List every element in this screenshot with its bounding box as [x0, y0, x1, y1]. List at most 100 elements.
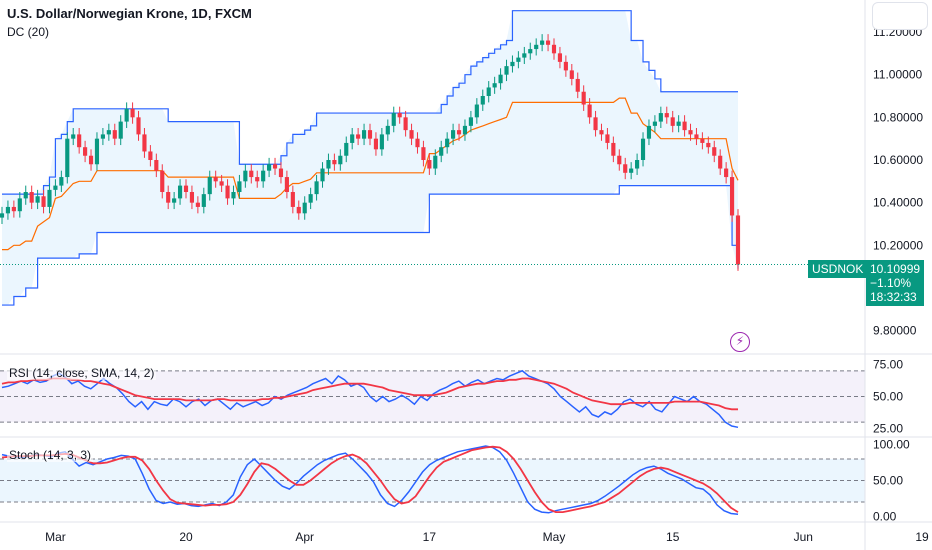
candle: [41, 196, 46, 207]
price-tick-label: 9.80000: [873, 324, 917, 338]
date-tick-label: May: [543, 530, 566, 544]
ticker-symbol: USDNOK: [812, 262, 864, 276]
candle: [415, 138, 420, 148]
candle: [290, 192, 295, 207]
candle: [172, 198, 177, 203]
price-tick-label: 10.20000: [873, 238, 923, 252]
candle: [700, 138, 705, 143]
candle: [136, 117, 141, 135]
candle: [77, 134, 82, 148]
candle: [510, 61, 515, 67]
candle: [237, 181, 242, 192]
candle: [47, 189, 52, 207]
stoch-tick-label: 0.00: [873, 509, 897, 523]
candle: [646, 125, 652, 139]
candle: [712, 147, 717, 156]
candle: [5, 206, 11, 214]
chart-title-block: U.S. Dollar/Norwegian Krone, 1D, FXCM DC…: [7, 6, 252, 40]
candle: [166, 192, 171, 203]
candle: [183, 185, 189, 192]
candle: [53, 185, 58, 190]
candle: [397, 113, 402, 118]
candle: [724, 168, 729, 178]
candle: [551, 44, 557, 54]
candle: [344, 142, 349, 156]
candle: [160, 170, 165, 192]
candle: [652, 121, 657, 126]
bar-countdown: 18:32:33: [870, 290, 917, 304]
candle: [225, 185, 230, 199]
candle: [433, 155, 438, 169]
candle: [522, 53, 527, 58]
price-tick-label: 10.80000: [873, 110, 923, 124]
candle: [219, 181, 224, 186]
date-tick-label: Mar: [45, 530, 66, 544]
candle: [207, 177, 212, 195]
candle: [409, 130, 414, 139]
candle: [272, 164, 278, 169]
candle: [142, 134, 147, 152]
chart-title: U.S. Dollar/Norwegian Krone, 1D, FXCM: [7, 6, 252, 21]
candle: [617, 155, 622, 165]
candle: [403, 117, 408, 131]
candle: [545, 40, 551, 45]
date-tick-label: 20: [179, 530, 193, 544]
candle: [682, 121, 687, 131]
chart-settings-button[interactable]: [872, 2, 928, 30]
candle: [302, 202, 307, 214]
candle: [385, 125, 390, 135]
stoch-tick-label: 100.00: [873, 438, 910, 452]
candle: [267, 164, 272, 171]
candle: [593, 117, 598, 131]
candle: [314, 181, 319, 195]
candle: [17, 198, 22, 212]
candle: [587, 104, 592, 118]
date-tick-label: 19: [915, 530, 929, 544]
candle: [100, 134, 105, 139]
candle: [676, 121, 681, 126]
candle: [468, 117, 473, 126]
candle: [65, 138, 70, 178]
candle: [706, 142, 711, 148]
candle: [35, 196, 40, 203]
stoch-d-line: [1, 445, 739, 513]
donchian-lower-line: [2, 185, 739, 306]
candle: [718, 155, 723, 169]
candle: [575, 78, 580, 92]
candle: [71, 134, 76, 139]
candle: [154, 160, 159, 171]
candle: [23, 192, 28, 199]
last-price: 10.10999: [870, 262, 921, 276]
price-tick-label: 10.60000: [873, 153, 923, 167]
candle: [320, 168, 325, 182]
rsi-ma-line: [1, 377, 738, 411]
stoch-label: Stoch (14, 3, 3): [7, 448, 94, 462]
candle: [83, 147, 88, 156]
candle: [361, 130, 367, 139]
last-price-badge: 10.10999 −1.10% 18:32:33: [866, 260, 925, 306]
candle: [255, 177, 260, 182]
candle: [504, 66, 509, 75]
candle: [456, 130, 462, 135]
candle: [664, 113, 669, 118]
candle: [611, 142, 616, 156]
rsi-tick-label: 50.00: [873, 390, 903, 404]
candle: [480, 96, 485, 105]
candle: [231, 192, 236, 199]
price-pane[interactable]: [0, 10, 865, 306]
stoch-tick-label: 50.00: [873, 474, 903, 488]
candle: [201, 194, 206, 207]
lightning-icon[interactable]: ⚡: [730, 332, 750, 352]
stoch-pane[interactable]: [0, 445, 865, 516]
candle: [296, 206, 301, 214]
candle: [670, 117, 675, 126]
candle: [658, 113, 663, 122]
candle: [112, 130, 117, 139]
date-tick-label: 17: [423, 530, 437, 544]
candle: [379, 134, 384, 150]
price-tick-label: 10.40000: [873, 196, 923, 210]
price-change: −1.10%: [870, 276, 912, 290]
candle: [688, 130, 693, 135]
candle: [195, 202, 200, 207]
